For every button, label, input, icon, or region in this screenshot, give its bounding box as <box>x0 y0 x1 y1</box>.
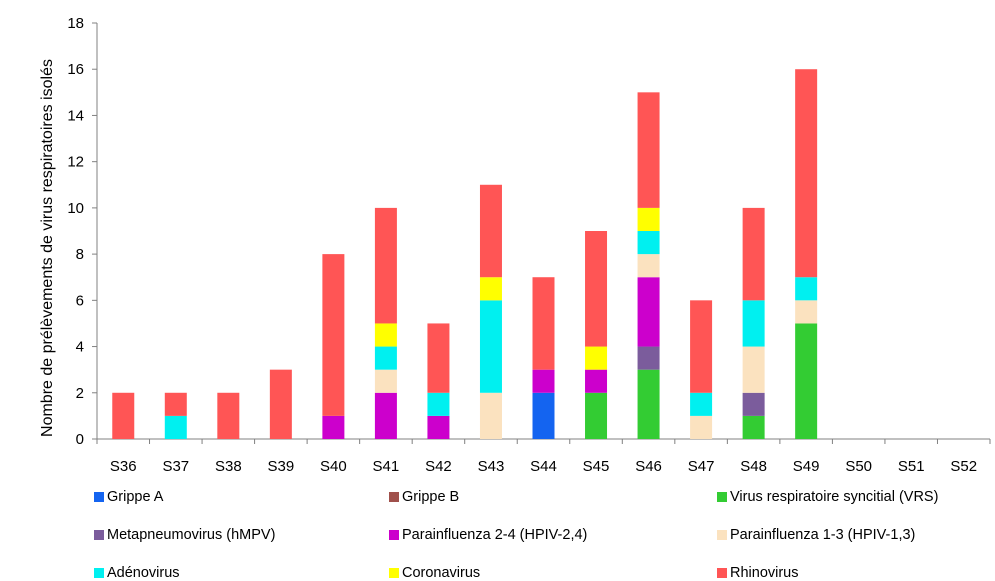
bar-segment: S41 – Parainfluenza 2-4 (HPIV-2,4): 2 <box>374 392 397 439</box>
x-tick-label: S48 <box>740 458 767 475</box>
y-tick-label: 8 <box>76 246 84 263</box>
bar-segment: S40 – Rhinovirus: 7 <box>322 254 345 416</box>
bar-segment: S43 – Rhinovirus: 4 <box>479 184 502 278</box>
x-tick-label: S50 <box>845 458 872 475</box>
bar-segment: S49 – Virus respiratoire syncitial (VRS)… <box>795 323 818 439</box>
x-tick-label: S39 <box>268 458 295 475</box>
y-tick-label: 18 <box>67 15 84 32</box>
bar-segment: S49 – Rhinovirus: 9 <box>795 69 818 278</box>
x-tick-label: S46 <box>635 458 662 475</box>
bar-segment: S45 – Parainfluenza 2-4 (HPIV-2,4): 1 <box>585 369 608 393</box>
bar-segment: S47 – Parainfluenza 1-3 (HPIV-1,3): 1 <box>690 415 713 439</box>
bar-segment: S49 – Parainfluenza 1-3 (HPIV-1,3): 1 <box>795 300 818 324</box>
bar-segment: S37 – Adénovirus: 1 <box>164 415 187 439</box>
x-tick-label: S49 <box>793 458 820 475</box>
bar-segment: S41 – Rhinovirus: 5 <box>374 207 397 324</box>
x-tick-label: S52 <box>950 458 977 475</box>
bar-segment: S45 – Coronavirus: 1 <box>585 346 608 370</box>
bar-segment: S48 – Rhinovirus: 4 <box>742 207 765 301</box>
bar-segment: S37 – Rhinovirus: 1 <box>164 392 187 416</box>
bar-segment: S46 – Rhinovirus: 5 <box>637 92 660 208</box>
x-tick-label: S43 <box>478 458 505 475</box>
y-tick-label: 10 <box>67 200 84 217</box>
bar-segment: S46 – Metapneumovirus (hMPV): 1 <box>637 346 660 370</box>
bar-segment: S41 – Coronavirus: 1 <box>374 323 397 347</box>
bar-segment: S42 – Rhinovirus: 3 <box>427 323 450 393</box>
bar-segment: S44 – Grippe A: 2 <box>532 392 555 439</box>
bar-segment: S43 – Coronavirus: 1 <box>479 277 502 301</box>
y-tick-label: 14 <box>67 107 84 124</box>
bar-segment: S43 – Parainfluenza 1-3 (HPIV-1,3): 2 <box>479 392 502 439</box>
bar-segment: S48 – Metapneumovirus (hMPV): 1 <box>742 392 765 416</box>
bar-segment: S44 – Parainfluenza 2-4 (HPIV-2,4): 1 <box>532 369 555 393</box>
bar-segment: S36 – Rhinovirus: 2 <box>112 392 135 439</box>
bar-segment: S48 – Adénovirus: 2 <box>742 300 765 347</box>
bar-segment: S40 – Parainfluenza 2-4 (HPIV-2,4): 1 <box>322 415 345 439</box>
x-tick-label: S37 <box>162 458 189 475</box>
bar-segment: S47 – Rhinovirus: 4 <box>690 300 713 393</box>
y-tick-labels: 0 2 4 6 8 10 12 14 16 18 <box>67 15 84 448</box>
bar-segment: S46 – Coronavirus: 1 <box>637 207 660 231</box>
x-tick-label: S38 <box>215 458 242 475</box>
bar-segment: S42 – Adénovirus: 1 <box>427 392 450 416</box>
bar-segment: S48 – Parainfluenza 1-3 (HPIV-1,3): 2 <box>742 346 765 393</box>
chart-bars: S36 – Rhinovirus: 2S37 – Adénovirus: 1S3… <box>112 69 818 439</box>
y-tick-label: 12 <box>67 154 84 171</box>
y-tick-label: 6 <box>76 292 84 309</box>
x-tick-label: S41 <box>373 458 400 475</box>
bar-segment: S43 – Adénovirus: 4 <box>479 300 502 393</box>
x-tick-label: S45 <box>583 458 610 475</box>
x-tick-labels: S36 S37 S38 S39 S40 S41 S42 S43 S44 S45 S46 S47 S48 S… <box>110 458 977 475</box>
bar-segment: S45 – Rhinovirus: 5 <box>585 231 608 347</box>
bar-segment: S46 – Virus respiratoire syncitial (VRS)… <box>637 369 660 439</box>
bar-segment: S39 – Rhinovirus: 3 <box>269 369 292 439</box>
y-tick-label: 16 <box>67 61 84 78</box>
y-axis-label: Nombre de prélèvements de virus respirat… <box>39 59 56 437</box>
bar-segment: S47 – Adénovirus: 1 <box>690 392 713 416</box>
y-tick-label: 0 <box>76 431 84 448</box>
bar-segment: S44 – Rhinovirus: 4 <box>532 277 555 370</box>
x-tick-label: S36 <box>110 458 137 475</box>
y-tick-label: 2 <box>76 385 84 402</box>
bar-segment: S38 – Rhinovirus: 2 <box>217 392 240 439</box>
bar-segment: S45 – Virus respiratoire syncitial (VRS)… <box>585 392 608 439</box>
x-tick-label: S42 <box>425 458 452 475</box>
bar-segment: S42 – Parainfluenza 2-4 (HPIV-2,4): 1 <box>427 415 450 439</box>
bar-segment: S46 – Parainfluenza 2-4 (HPIV-2,4): 3 <box>637 277 660 347</box>
bar-segment: S49 – Adénovirus: 1 <box>795 277 818 301</box>
x-tick-label: S40 <box>320 458 347 475</box>
bar-segment: S46 – Parainfluenza 1-3 (HPIV-1,3): 1 <box>637 254 660 278</box>
y-tick-label: 4 <box>76 339 84 356</box>
x-tick-label: S44 <box>530 458 557 475</box>
bar-segment: S41 – Parainfluenza 1-3 (HPIV-1,3): 1 <box>374 369 397 393</box>
x-tick-label: S51 <box>898 458 925 475</box>
bar-segment: S46 – Adénovirus: 1 <box>637 231 660 255</box>
x-tick-label: S47 <box>688 458 715 475</box>
bar-segment: S41 – Adénovirus: 1 <box>374 346 397 370</box>
bar-segment: S48 – Virus respiratoire syncitial (VRS)… <box>742 415 765 439</box>
